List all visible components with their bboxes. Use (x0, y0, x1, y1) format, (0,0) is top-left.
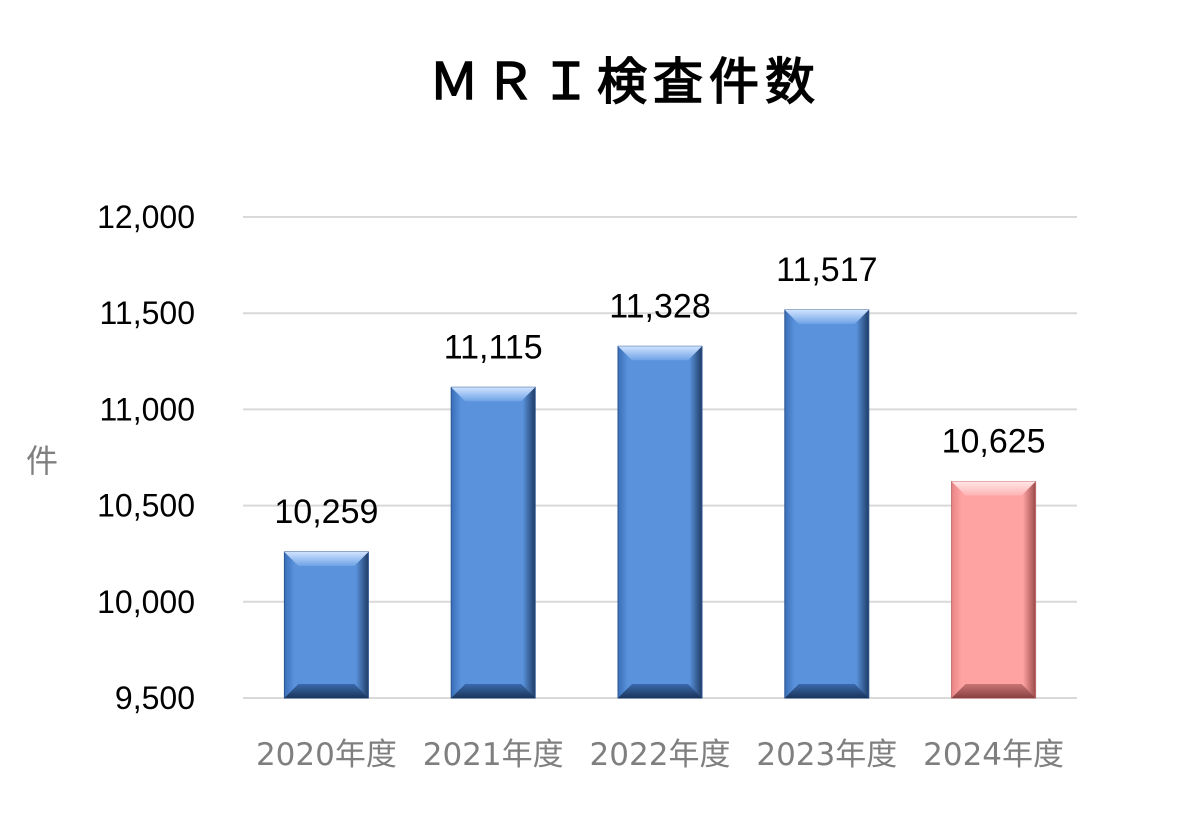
data-label: 11,328 (609, 287, 710, 325)
bar (951, 481, 1037, 699)
y-tick-label: 10,000 (97, 584, 195, 620)
y-tick-label: 9,500 (115, 680, 195, 716)
bar (617, 345, 703, 699)
y-tick-label: 12,000 (97, 199, 195, 235)
y-tick-label: 10,500 (97, 488, 195, 524)
x-tick-label: 2020年度 (256, 737, 397, 773)
x-tick-label: 2022年度 (590, 737, 731, 773)
data-label: 10,625 (942, 423, 1046, 461)
y-axis-label: 件 (26, 442, 58, 480)
x-tick-label: 2024年度 (923, 737, 1064, 773)
bar (450, 386, 536, 699)
chart-title: ＭＲＩ検査件数 (429, 53, 821, 111)
data-label: 11,115 (444, 328, 543, 366)
x-tick-label: 2021年度 (423, 737, 564, 773)
y-tick-label: 11,500 (100, 295, 196, 331)
data-label: 11,517 (776, 251, 877, 289)
bar (283, 551, 369, 699)
bar (784, 309, 870, 699)
x-tick-label: 2023年度 (756, 737, 897, 773)
data-label: 10,259 (274, 493, 378, 531)
y-tick-label: 11,000 (100, 391, 196, 427)
